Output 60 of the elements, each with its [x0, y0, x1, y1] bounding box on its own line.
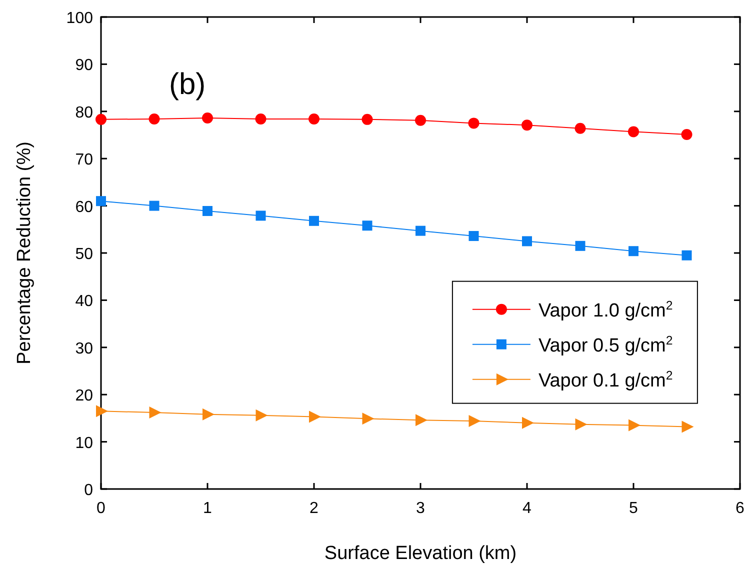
- y-tick-label: 40: [75, 293, 94, 310]
- point: [468, 231, 479, 242]
- point: [682, 420, 694, 433]
- x-tick-label: 1: [203, 500, 212, 517]
- y-tick-label: 80: [75, 104, 94, 122]
- point: [522, 416, 534, 429]
- y-axis-title: Percentage Reduction (%): [14, 142, 35, 364]
- point: [149, 406, 162, 419]
- point: [415, 114, 426, 126]
- point: [308, 113, 320, 124]
- point: [149, 200, 160, 211]
- annotation: (b): [169, 68, 206, 101]
- point: [682, 250, 692, 260]
- point: [309, 410, 321, 423]
- point: [256, 409, 268, 422]
- point: [309, 216, 319, 226]
- point: [416, 226, 426, 236]
- x-tick-label: 5: [629, 500, 638, 517]
- point: [416, 414, 428, 426]
- point: [522, 236, 532, 246]
- y-tick-label: 90: [75, 57, 94, 74]
- point: [255, 113, 266, 124]
- y-tick-label: 20: [75, 388, 94, 405]
- point: [628, 246, 638, 256]
- point: [628, 419, 640, 432]
- point: [96, 196, 106, 206]
- point: [96, 405, 108, 418]
- point: [681, 129, 692, 140]
- legend-label: Vapor 0.1 g/cm$^{2}$: [538, 368, 673, 392]
- point: [362, 220, 372, 231]
- point: [574, 122, 586, 134]
- y-tick-label: 30: [75, 340, 94, 358]
- point: [468, 118, 480, 129]
- legend-label: Vapor 1.0 g/cm$^{2}$: [538, 298, 673, 322]
- x-tick-label: 6: [736, 500, 745, 517]
- point: [96, 114, 106, 125]
- x-tick-label: 0: [96, 500, 106, 517]
- point: [148, 113, 160, 124]
- x-tick-label: 3: [416, 500, 426, 517]
- y-tick-label: 70: [75, 152, 94, 169]
- legend-label: Vapor 0.5 g/cm$^{2}$: [538, 333, 673, 356]
- point: [202, 112, 213, 124]
- point: [362, 412, 374, 425]
- point: [468, 415, 481, 428]
- x-tick-label: 4: [522, 500, 532, 517]
- point: [256, 210, 266, 221]
- point: [522, 120, 532, 131]
- point: [362, 114, 373, 125]
- y-tick-label: 100: [66, 10, 94, 27]
- point: [575, 240, 586, 251]
- y-tick-label: 0: [84, 482, 94, 499]
- point: [202, 408, 214, 420]
- y-tick-label: 60: [75, 198, 94, 216]
- x-axis-title: Surface Elevation (km): [324, 543, 517, 564]
- y-tick-label: 50: [75, 246, 94, 263]
- point: [628, 126, 639, 138]
- y-tick-label: 10: [75, 434, 94, 452]
- point: [575, 418, 588, 430]
- x-tick-label: 2: [310, 500, 319, 517]
- point: [202, 206, 212, 216]
